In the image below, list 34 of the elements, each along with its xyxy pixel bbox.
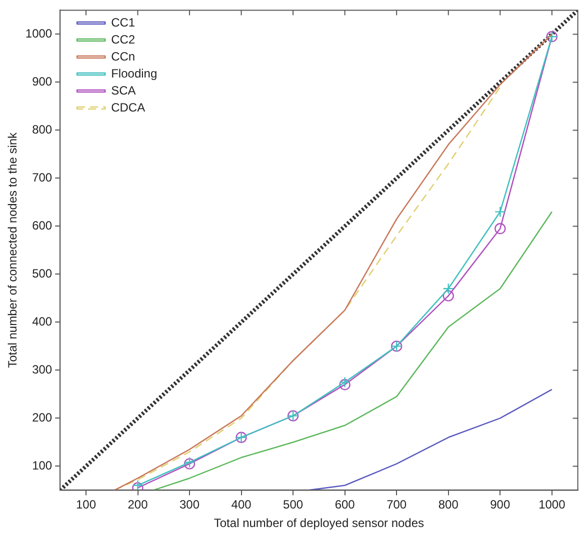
x-axis-title: Total number of deployed sensor nodes — [214, 516, 424, 530]
point — [339, 379, 350, 390]
x-tick-label: 700 — [386, 498, 407, 512]
point — [339, 376, 350, 388]
point — [494, 206, 506, 218]
legend-label: CC2 — [111, 32, 136, 46]
point — [442, 283, 454, 294]
y-tick-label: 900 — [32, 74, 52, 89]
x-tick-label: 500 — [283, 498, 304, 512]
y-tick-label: 600 — [32, 218, 52, 233]
y-tick-label: 800 — [32, 122, 52, 137]
legend-label: Flooding — [111, 66, 158, 80]
x-tick-label: 600 — [334, 498, 356, 512]
y-tick-label: 300 — [32, 362, 52, 377]
point — [494, 223, 506, 234]
x-tick-label: 900 — [490, 498, 510, 512]
x-tick-label: 1000 — [538, 498, 566, 512]
y-tick-label: 200 — [32, 410, 52, 425]
x-tick-label: 400 — [231, 498, 252, 512]
x-tick-label: 800 — [438, 498, 459, 512]
y-tick-label: 1000 — [25, 26, 52, 41]
legend-label: SCA — [111, 83, 136, 98]
y-tick-label: 400 — [32, 314, 52, 329]
legend-label: CDCA — [111, 100, 146, 114]
x-tick-label: 200 — [128, 498, 148, 512]
y-tick-label: 700 — [32, 170, 52, 185]
x-tick-label: 300 — [180, 498, 200, 512]
x-tick-label: 100 — [76, 498, 96, 512]
legend-label: CC1 — [111, 15, 136, 30]
y-tick-label: 500 — [32, 266, 52, 281]
y-axis-title: Total number of connected nodes to the sink — [6, 131, 20, 368]
point — [442, 290, 454, 302]
y-tick-label: 100 — [32, 458, 52, 473]
legend-label: CCn — [111, 49, 136, 64]
